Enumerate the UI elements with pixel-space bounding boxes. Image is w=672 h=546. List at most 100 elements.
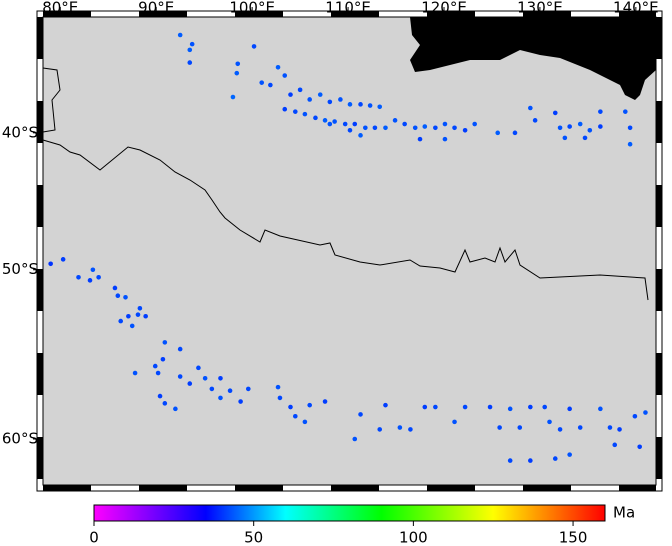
data-point (433, 125, 438, 131)
data-point (152, 363, 158, 369)
data-point (235, 61, 241, 67)
frame-seg (619, 11, 656, 17)
data-point (322, 118, 328, 123)
data-point (582, 135, 588, 141)
plate-boundary (42, 67, 61, 133)
data-point (342, 121, 348, 127)
data-point (60, 257, 66, 262)
x-tick-label: 120°E (421, 0, 467, 17)
data-point (96, 274, 101, 280)
colorbar-tick-label: 50 (244, 529, 263, 546)
data-point (347, 128, 353, 133)
ocean (43, 17, 656, 485)
x-tick-label: 90°E (138, 0, 174, 17)
data-point (567, 452, 572, 457)
data-point (275, 384, 281, 390)
colorbar-tick-label: 150 (559, 529, 588, 546)
data-point (517, 425, 523, 430)
data-point (135, 312, 141, 317)
data-point (557, 125, 563, 131)
frame-seg (37, 269, 43, 311)
data-point (307, 97, 312, 102)
data-point (623, 109, 628, 114)
data-point (87, 278, 93, 283)
x-tick-label: 80°E (42, 0, 78, 17)
data-point (358, 412, 363, 417)
data-point (408, 427, 413, 432)
colorbar-tick-label: 0 (89, 529, 99, 546)
data-point (358, 133, 363, 138)
frame-seg (235, 485, 283, 491)
data-point (598, 124, 603, 129)
x-tick-label: 130°E (517, 0, 563, 17)
data-point (177, 32, 183, 38)
x-tick-label: 110°E (325, 0, 371, 17)
data-point (358, 102, 363, 107)
data-point (562, 135, 568, 141)
data-point (402, 121, 407, 127)
frame-seg (37, 353, 43, 395)
data-point (472, 121, 477, 127)
frame-seg (37, 437, 43, 479)
data-point (143, 313, 148, 319)
data-point (332, 119, 337, 124)
data-point (292, 109, 298, 114)
data-point (288, 404, 293, 410)
data-point (422, 124, 428, 129)
frame-seg (656, 17, 662, 59)
data-point (115, 293, 121, 299)
data-point (462, 128, 468, 133)
data-point (112, 285, 118, 291)
frame-seg (619, 485, 656, 491)
data-point (157, 393, 163, 399)
data-point (187, 381, 193, 386)
data-point (462, 404, 468, 410)
data-point (442, 121, 448, 127)
data-point (532, 118, 538, 123)
data-point (347, 102, 353, 107)
data-point (297, 87, 303, 93)
data-point (497, 425, 502, 430)
data-point (327, 99, 333, 105)
data-point (587, 128, 593, 133)
data-point (552, 456, 558, 461)
data-point (363, 125, 368, 131)
data-point (452, 125, 457, 131)
data-point (542, 404, 548, 410)
data-point (367, 103, 373, 108)
data-point (338, 97, 343, 102)
frame-seg (656, 437, 662, 479)
data-point (372, 125, 378, 131)
data-point (632, 413, 638, 419)
data-point (118, 318, 124, 324)
plate-boundary (42, 139, 649, 301)
data-point (377, 104, 383, 110)
data-point (412, 125, 418, 131)
data-point (317, 92, 323, 97)
data-point (352, 121, 358, 127)
data-point (202, 375, 208, 381)
data-point (282, 106, 288, 112)
data-point (160, 356, 166, 362)
data-point (234, 70, 240, 76)
data-point (487, 404, 493, 410)
data-point (251, 44, 257, 49)
data-point (643, 410, 648, 415)
frame-seg (139, 11, 187, 17)
land (410, 17, 656, 100)
data-point (397, 425, 403, 430)
frame-seg (523, 11, 571, 17)
data-point (132, 370, 138, 376)
data-point (230, 94, 236, 100)
data-point (90, 267, 96, 273)
frame-seg (331, 11, 379, 17)
data-point (495, 130, 501, 136)
y-tick-label: 40°S (2, 123, 38, 141)
data-point (313, 115, 318, 121)
data-point (173, 406, 178, 412)
data-point (245, 386, 251, 392)
frame-seg (139, 485, 187, 491)
frame-seg (427, 11, 475, 17)
data-point (307, 402, 312, 408)
